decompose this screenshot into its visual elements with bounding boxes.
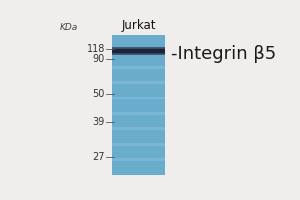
Text: -Integrin β5: -Integrin β5: [171, 45, 276, 63]
Text: 27: 27: [92, 152, 105, 162]
Bar: [112, 97, 165, 99]
Bar: [112, 143, 165, 146]
Text: 39: 39: [93, 117, 105, 127]
Bar: [112, 81, 165, 84]
Bar: [112, 127, 165, 130]
Bar: [112, 49, 165, 50]
Text: Jurkat: Jurkat: [122, 19, 156, 32]
Bar: [112, 48, 165, 49]
Bar: [112, 50, 165, 51]
Bar: [112, 158, 165, 161]
Bar: [112, 112, 165, 115]
Bar: [112, 52, 165, 53]
Text: 50: 50: [93, 89, 105, 99]
Bar: [112, 54, 165, 55]
Text: KDa: KDa: [60, 23, 78, 32]
Text: 118: 118: [87, 44, 105, 54]
Bar: [112, 53, 165, 54]
Bar: [112, 47, 165, 48]
Bar: [112, 35, 165, 175]
Bar: [112, 66, 165, 69]
Text: 90: 90: [93, 54, 105, 64]
Bar: [112, 51, 165, 52]
